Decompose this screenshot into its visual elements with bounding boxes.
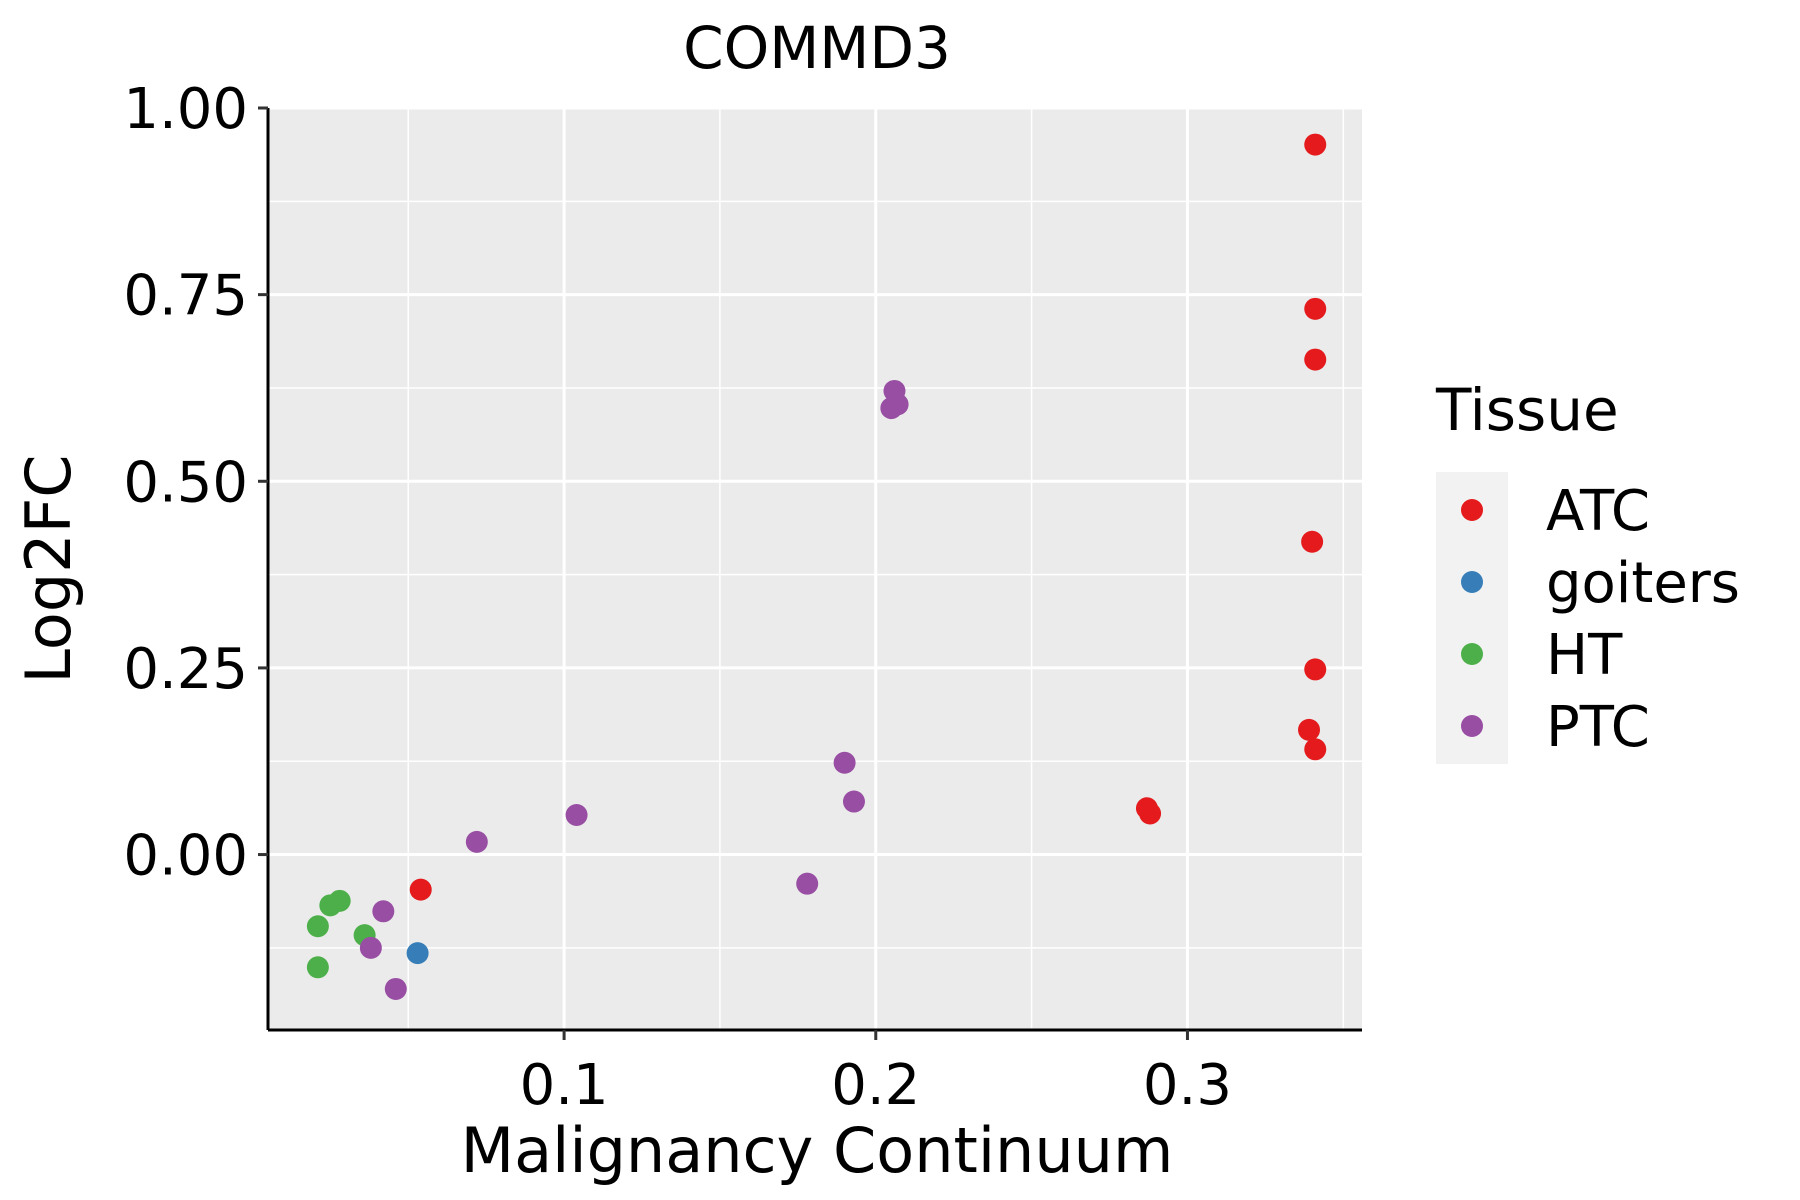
point-ptc [465,830,488,853]
legend-key-goiters [1461,571,1483,593]
y-tick-label: 0.00 [123,824,248,889]
x-axis-ticks: 0.1 0.2 0.3 [520,1030,1232,1118]
legend-label-ptc: PTC [1546,695,1650,760]
point-atc [1139,802,1162,825]
point-ptc [833,751,856,774]
point-ht [306,915,329,938]
point-ptc [842,790,865,813]
legend-entries: ATC goiters HT PTC [1461,479,1740,760]
point-atc [1304,348,1327,371]
point-goiters [406,942,429,965]
point-atc [1304,297,1327,320]
point-ptc [359,936,382,959]
point-ptc [565,803,588,826]
y-axis-ticks: 0.00 0.25 0.50 0.75 1.00 [123,77,268,889]
point-ptc [880,397,903,420]
point-ptc [372,900,395,923]
point-atc [409,878,432,901]
minor-gridlines [268,108,1362,1030]
data-points [306,133,1327,1000]
major-gridlines [268,106,1362,1030]
x-tick-label: 0.1 [520,1053,609,1118]
point-atc [1304,658,1327,681]
point-atc [1304,133,1327,156]
legend-label-goiters: goiters [1546,551,1740,616]
x-tick-label: 0.3 [1143,1053,1232,1118]
point-ptc [796,872,819,895]
y-tick-label: 0.50 [123,450,248,515]
y-axis-title: Log2FC [12,454,85,683]
chart-title: COMMD3 [683,14,951,82]
legend: Tissue ATC goiters HT PTC [1435,376,1740,764]
point-atc [1298,718,1321,741]
point-ht [319,894,342,917]
y-tick-label: 0.75 [123,264,248,329]
y-tick-label: 0.25 [123,637,248,702]
x-tick-label: 0.2 [831,1053,920,1118]
legend-key-ht [1461,643,1483,665]
point-ptc [384,977,407,1000]
legend-label-ht: HT [1546,623,1623,688]
legend-title: Tissue [1435,376,1619,444]
y-tick-label: 1.00 [123,77,248,142]
legend-key-atc [1461,499,1483,521]
legend-key-ptc [1461,715,1483,737]
plot-panel [268,108,1362,1030]
point-atc [1304,738,1327,761]
point-ht [306,956,329,979]
point-atc [1301,530,1324,553]
legend-label-atc: ATC [1546,479,1650,544]
x-axis-title: Malignancy Continuum [461,1114,1174,1187]
